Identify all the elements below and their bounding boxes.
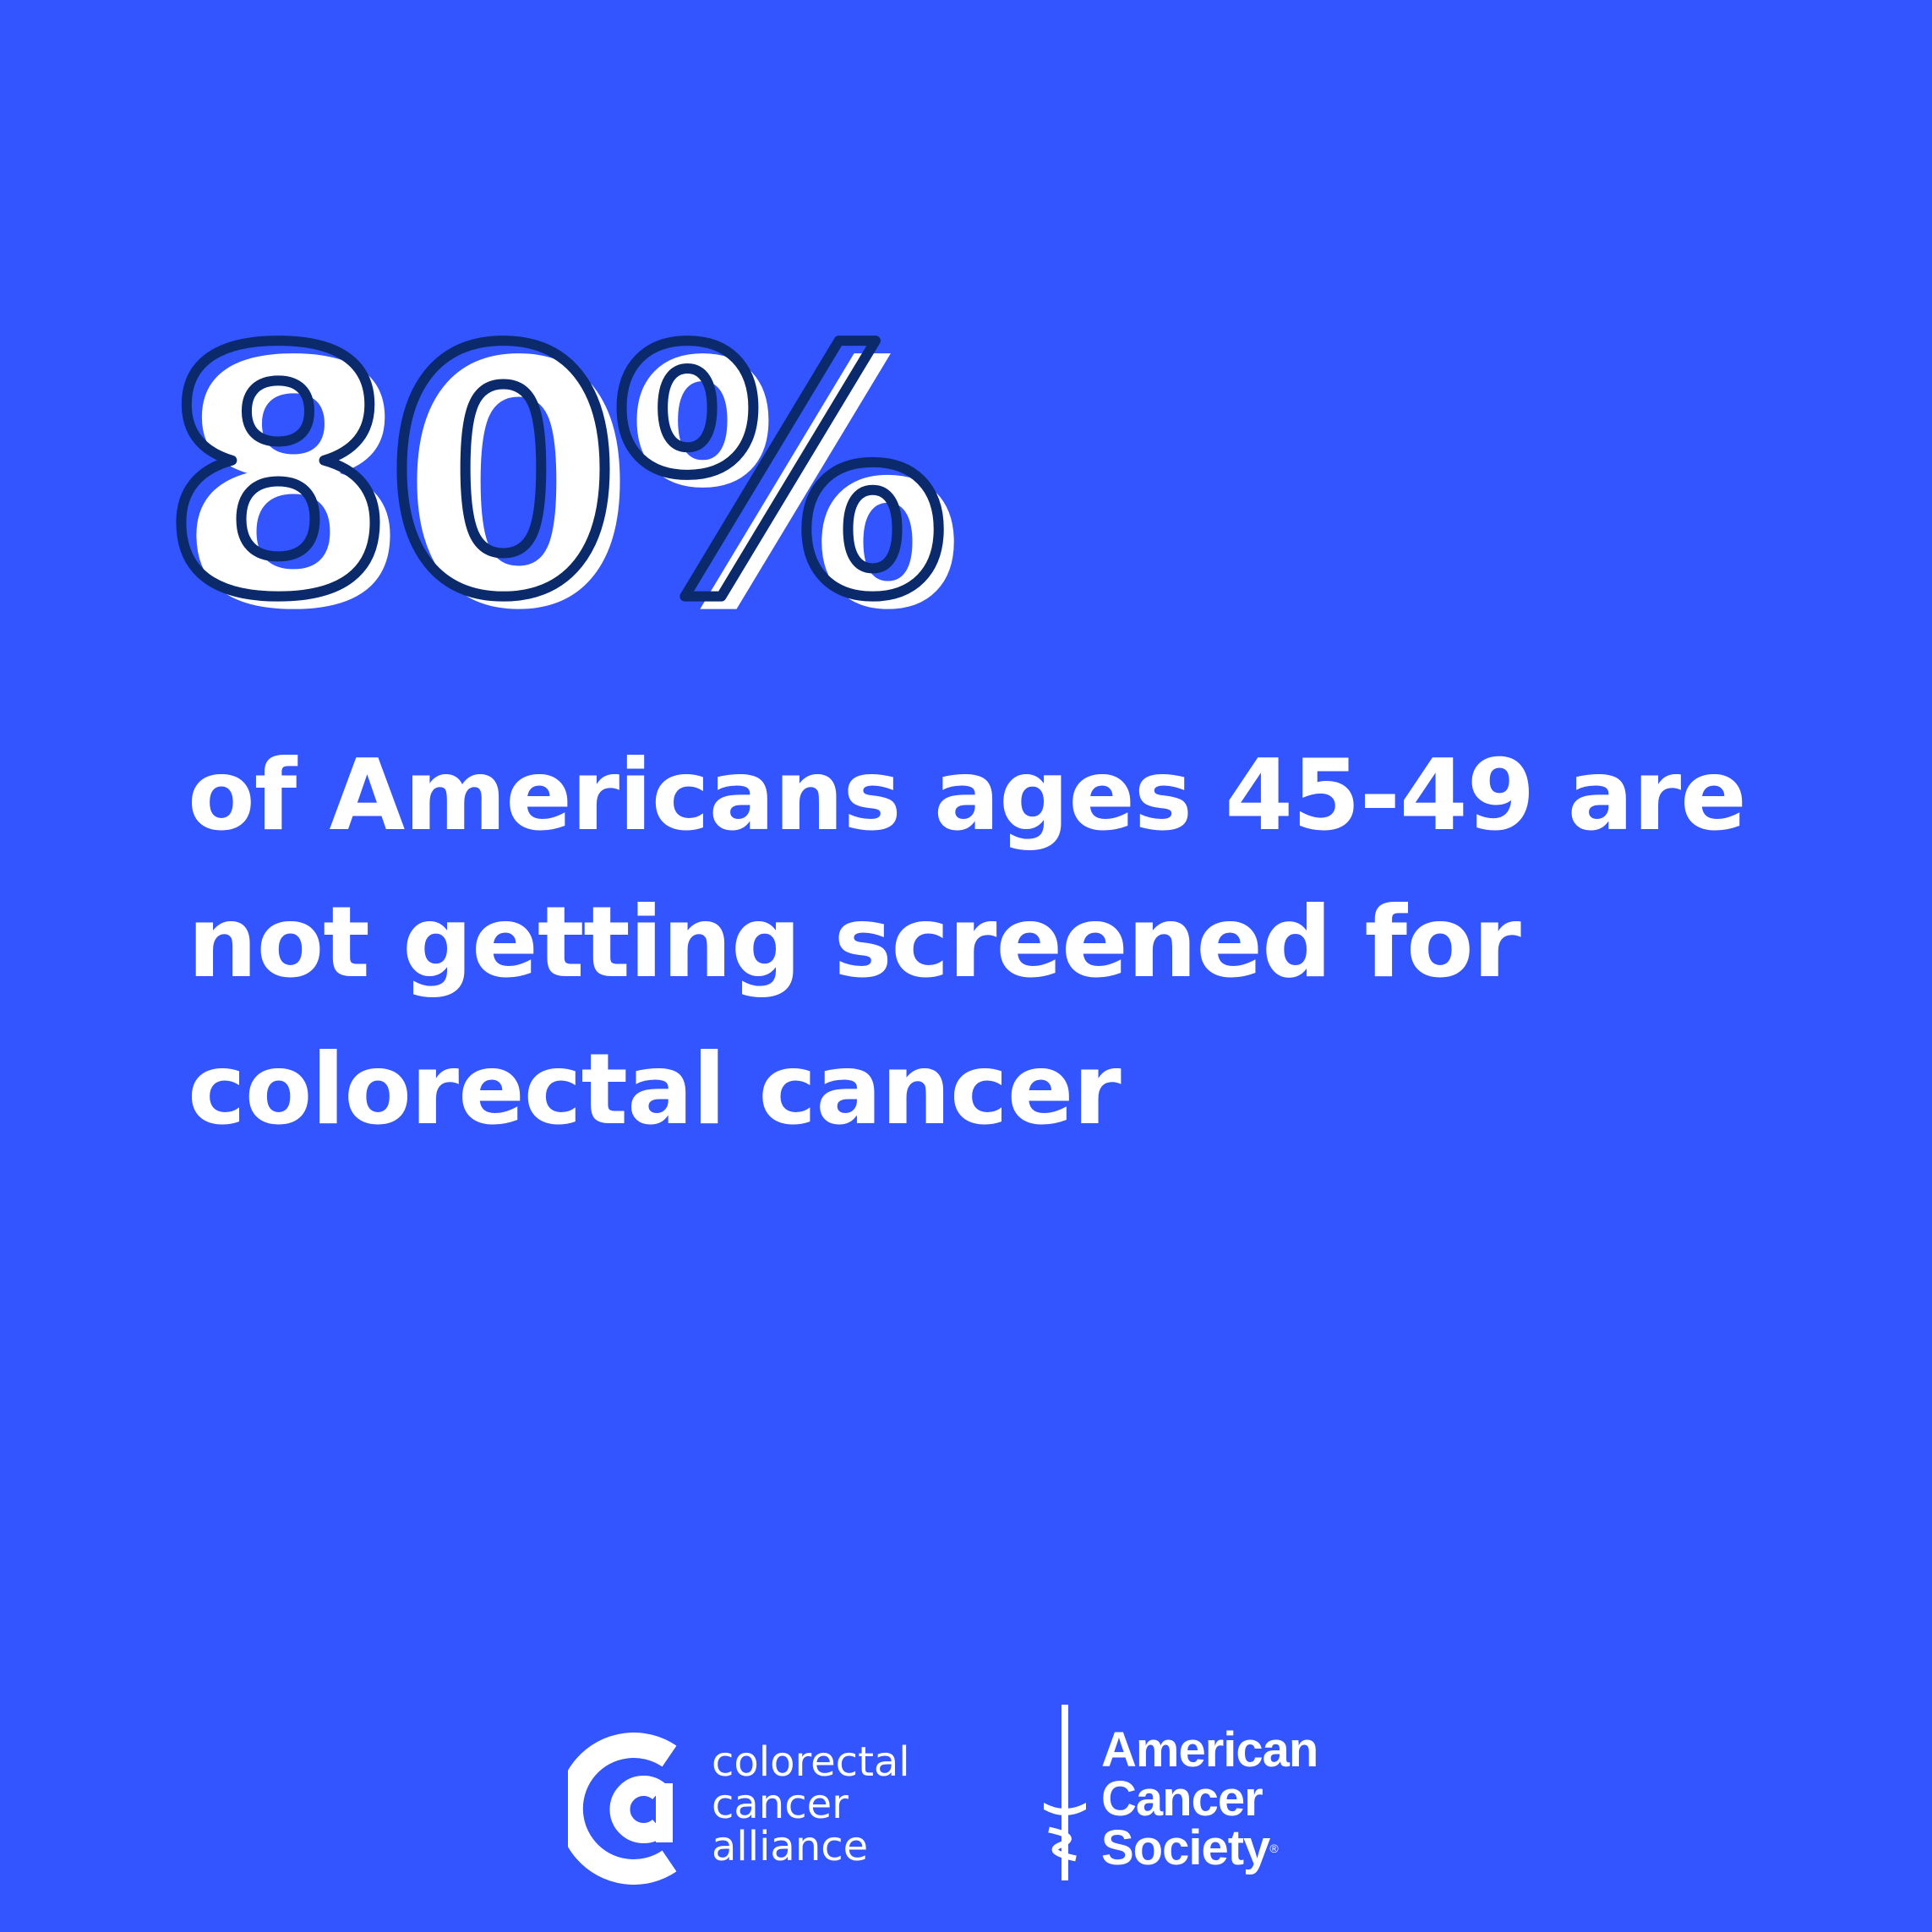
headline-line-3: colorectal cancer <box>188 1033 1122 1147</box>
partner-logos: colorectal cancer alliance American Canc… <box>0 1699 1932 1902</box>
stat-value-outline: 80% <box>161 279 943 672</box>
headline-line-1: of Americans ages 45-49 are <box>188 739 1747 853</box>
acs-line-2: Cancer <box>1101 1771 1263 1826</box>
acs-line-3: Society <box>1101 1820 1270 1875</box>
colorectal-cancer-alliance-logo: colorectal cancer alliance <box>568 1724 974 1885</box>
cca-wordmark: colorectal cancer alliance <box>712 1741 910 1868</box>
acs-wordmark: American Cancer Society® <box>1101 1726 1318 1873</box>
stat-figure-graphic: 80% 80% <box>156 274 969 685</box>
american-cancer-society-logo: American Cancer Society® <box>1035 1703 1390 1885</box>
headline: of Americans ages 45-49 are not getting … <box>188 723 1793 1164</box>
headline-line-2: not getting screened for <box>188 886 1521 1000</box>
acs-line-1: American <box>1101 1722 1318 1777</box>
cca-line-1: colorectal <box>712 1738 910 1786</box>
cca-c-mark-icon <box>568 1733 677 1885</box>
cca-line-3: alliance <box>712 1823 869 1870</box>
registered-mark: ® <box>1269 1842 1278 1855</box>
sword-icon <box>1044 1705 1086 1880</box>
stat-figure: 80% 80% <box>156 228 1175 685</box>
stat-value-fill: 80% <box>176 292 958 685</box>
acs-line-3-wrap: Society® <box>1101 1824 1318 1873</box>
cca-line-2: cancer <box>712 1781 849 1828</box>
